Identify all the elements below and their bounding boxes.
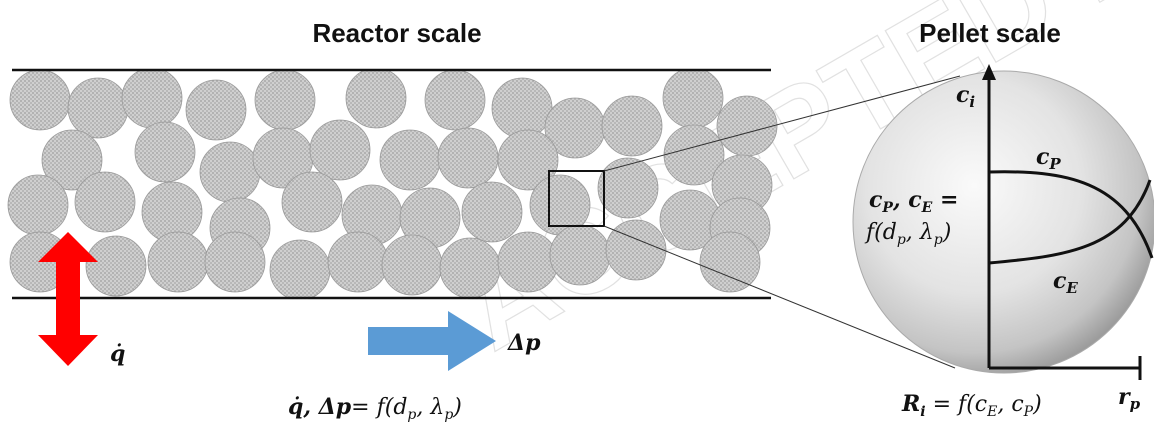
cp-label: cP (1036, 144, 1061, 173)
catalyst-pellet (491, 77, 553, 139)
q-dot-label: q̇ (110, 341, 125, 367)
catalyst-pellet (597, 157, 659, 219)
catalyst-pellet (269, 239, 331, 298)
magnifier-box (548, 170, 605, 227)
ce-label: cE (1053, 268, 1078, 297)
catalyst-pellet (41, 129, 103, 191)
pellet-sphere (852, 70, 1154, 374)
catalyst-pellet (281, 171, 343, 233)
catalyst-pellet (424, 71, 486, 131)
catalyst-pellet (185, 79, 247, 141)
catalyst-pellet (345, 71, 407, 129)
x-axis-label: rp (1118, 384, 1141, 413)
pellet-rate-equation: Ri = f(cE, cP) (901, 391, 1042, 420)
catalyst-pellet (601, 95, 663, 157)
catalyst-pellet (74, 171, 136, 233)
y-axis-arrow-icon (982, 64, 996, 80)
catalyst-pellet (327, 231, 389, 293)
catalyst-pellet (85, 235, 147, 297)
catalyst-pellet (204, 231, 266, 293)
pellet-conc-eq-line1: cP, cE = (869, 187, 958, 216)
heat-flux-double-arrow-icon (38, 232, 98, 366)
catalyst-pellet (147, 231, 209, 293)
reactor-equation: q̇, Δp= f(dp, λp) (288, 394, 462, 423)
y-axis-label: ci (956, 82, 975, 111)
catalyst-pellet (699, 231, 761, 293)
catalyst-pellet (461, 181, 523, 243)
catalyst-pellet (309, 119, 371, 181)
catalyst-pellet (662, 71, 724, 129)
pellet-scale-heading: Pellet scale (919, 18, 1061, 48)
catalyst-pellet (605, 219, 667, 281)
catalyst-pellet (67, 77, 129, 139)
catalyst-pellet (199, 141, 261, 203)
catalyst-pellet (437, 127, 499, 189)
catalyst-pellet (379, 129, 441, 191)
catalyst-pellet (7, 174, 69, 236)
catalyst-pellet (716, 95, 778, 157)
reactor-scale-heading: Reactor scale (312, 18, 481, 48)
zoom-line-top (603, 75, 961, 172)
ce-curve (988, 179, 1152, 265)
pressure-drop-arrow-icon (368, 311, 496, 371)
cp-curve (988, 170, 1154, 259)
catalyst-pellet (134, 121, 196, 183)
catalyst-pellet (439, 237, 501, 298)
pellet-conc-eq-line2: f(dp, λp) (864, 220, 951, 248)
catalyst-pellet (254, 71, 316, 131)
catalyst-pellet (497, 129, 559, 191)
delta-p-label: Δp (507, 330, 541, 356)
catalyst-pellet (121, 71, 183, 129)
catalyst-pellet (381, 234, 443, 296)
zoom-line-bottom (603, 225, 956, 369)
catalyst-pellet (549, 224, 611, 286)
catalyst-pellet (9, 71, 71, 131)
catalyst-pellet (497, 231, 559, 293)
